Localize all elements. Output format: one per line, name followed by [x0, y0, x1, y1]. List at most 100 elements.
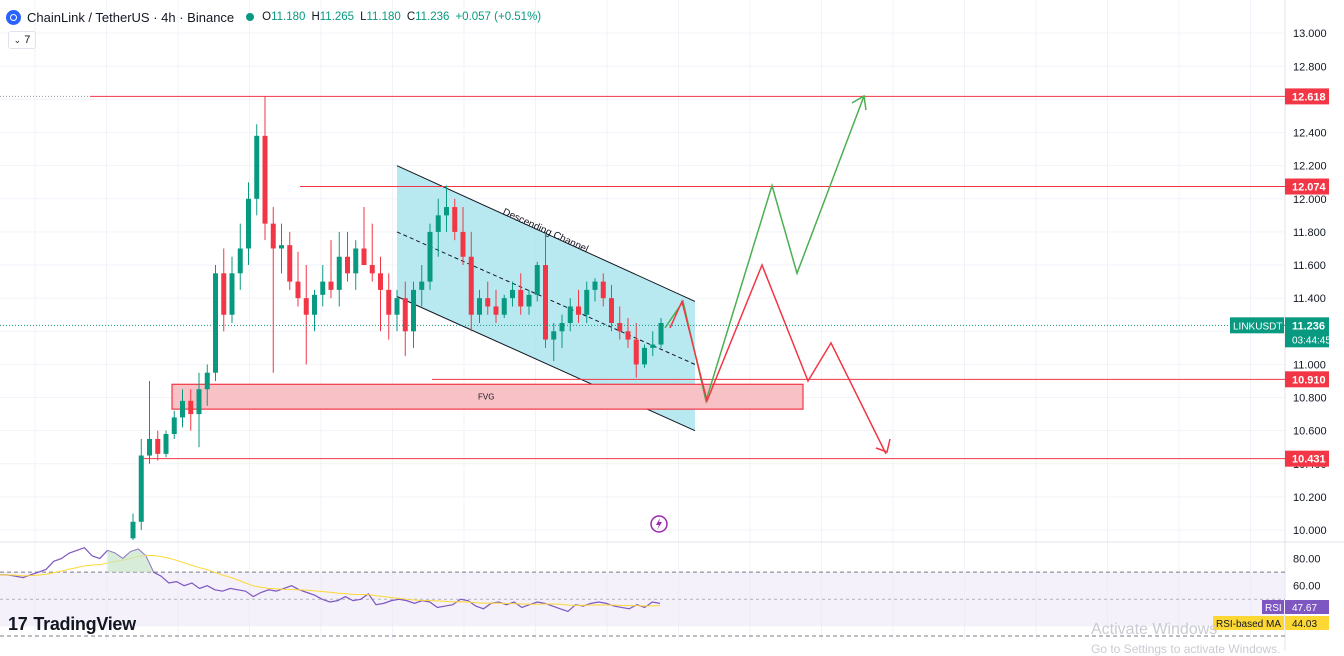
candle-body — [394, 298, 400, 315]
price-tick-label: 12.400 — [1293, 128, 1327, 140]
rsi-overbought-fill — [107, 549, 223, 573]
fvg-label: FVG — [478, 393, 494, 402]
candle-body — [204, 372, 210, 390]
candle-body — [361, 248, 367, 266]
activate-windows-subtext: Go to Settings to activate Windows. — [1091, 642, 1281, 656]
candle-body — [625, 331, 631, 340]
candle-body — [435, 215, 441, 232]
price-tick-label: 11.400 — [1293, 293, 1326, 305]
price-tick-label: 11.600 — [1293, 260, 1326, 272]
tradingview-brand[interactable]: 17 TradingView — [8, 614, 136, 635]
candle-body — [229, 273, 235, 315]
rsi-ma-name-label: RSI-based MA — [1216, 619, 1281, 630]
candle-body — [642, 347, 647, 365]
candle-body — [468, 256, 474, 315]
candle-body — [559, 323, 565, 332]
tradingview-logo-icon: 17 — [8, 614, 28, 634]
price-tick-label: 10.800 — [1293, 393, 1327, 405]
chart-header: ChainLink / TetherUS · 4h · Binance O11.… — [6, 7, 541, 27]
price-level-label: 12.618 — [1292, 91, 1326, 103]
candle-body — [427, 231, 433, 282]
current-price-tag — [1285, 317, 1329, 348]
candle-body — [138, 455, 144, 522]
candle-body — [411, 289, 416, 332]
candle-body — [477, 298, 482, 315]
rsi-tick-label: 60.00 — [1293, 581, 1321, 593]
candle-body — [609, 298, 614, 324]
chainlink-logo-icon — [6, 9, 21, 25]
price-tick-label: 10.600 — [1293, 426, 1327, 438]
candle-body — [551, 331, 557, 340]
event-lightning-icon[interactable] — [650, 515, 668, 533]
price-level-tag — [1285, 371, 1329, 388]
candle-body — [180, 400, 185, 418]
indicators-toggle-button[interactable]: ⌄ 7 — [8, 31, 36, 49]
ohlc-open: O11.180 — [262, 11, 306, 23]
candle-body — [336, 256, 342, 290]
candle-body — [188, 400, 194, 415]
candle-body — [147, 438, 152, 456]
candle-body — [130, 521, 136, 539]
price-level-label: 12.074 — [1292, 182, 1327, 194]
candle-body — [279, 245, 284, 249]
indicator-count: 7 — [24, 34, 31, 46]
candle-body — [254, 135, 260, 199]
candle-body — [658, 323, 664, 345]
candle-body — [213, 273, 218, 373]
rsi-value-label: 47.67 — [1292, 603, 1317, 614]
price-tick-label: 12.000 — [1293, 194, 1327, 206]
candle-body — [163, 433, 169, 454]
candle-countdown-label: 03:44:45 — [1292, 335, 1331, 346]
candle-body — [369, 265, 375, 274]
price-tick-label: 12.800 — [1293, 61, 1327, 73]
candle-body — [295, 281, 301, 299]
rsi-value-tag — [1285, 600, 1329, 614]
price-level-tag — [1285, 178, 1329, 195]
chevron-down-icon: ⌄ — [13, 34, 22, 45]
symbol-tag-label: LINKUSDT — [1233, 321, 1282, 332]
bullish-arrow-head-icon — [851, 94, 867, 111]
candle-body — [493, 306, 499, 315]
candle-body — [567, 306, 573, 324]
candle-body — [270, 223, 276, 249]
price-tick-label: 10.000 — [1293, 525, 1327, 537]
candle-body — [345, 256, 350, 274]
activate-windows-watermark: Activate Windows — [1091, 621, 1218, 638]
candle-body — [312, 294, 317, 315]
candle-body — [576, 306, 581, 315]
ohlc-low: L11.180 — [360, 11, 401, 23]
candle-body — [600, 281, 606, 299]
price-tick-label: 11.800 — [1293, 227, 1326, 239]
candle-body — [221, 273, 227, 315]
candle-body — [460, 231, 466, 257]
candle-body — [526, 294, 532, 307]
candle-body — [518, 289, 524, 307]
candle-body — [444, 207, 449, 216]
fvg-zone — [171, 383, 804, 410]
candle-body — [633, 339, 639, 365]
candle-body — [287, 245, 293, 282]
lightning-glyph — [656, 518, 662, 530]
bearish-projection-path — [669, 263, 887, 455]
price-tick-label: 12.200 — [1293, 161, 1327, 173]
price-level-tag — [1285, 88, 1329, 105]
candle-body — [328, 281, 334, 290]
candle-body — [320, 281, 326, 295]
candle-body — [501, 298, 507, 315]
symbol-title[interactable]: ChainLink / TetherUS · 4h · Binance — [27, 9, 235, 25]
candle-body — [237, 248, 243, 274]
candle-body — [196, 389, 202, 415]
candle-body — [452, 207, 458, 232]
price-level-label: 10.910 — [1292, 374, 1326, 386]
rsi-name-tag — [1262, 600, 1284, 614]
candle-body — [592, 281, 598, 290]
rsi-tick-label: 80.00 — [1293, 554, 1321, 566]
candle-body — [402, 298, 408, 332]
price-tick-label: 11.000 — [1293, 359, 1326, 371]
rsi-name-label: RSI — [1265, 603, 1282, 614]
candle-body — [246, 198, 251, 249]
price-tick-label: 13.000 — [1293, 28, 1327, 40]
current-price-label: 11.236 — [1292, 320, 1325, 332]
candle-body — [617, 323, 623, 332]
